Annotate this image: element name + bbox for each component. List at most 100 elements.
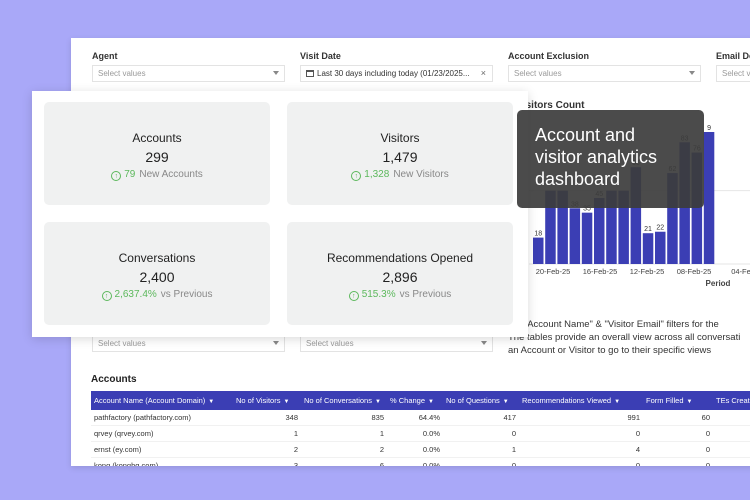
kpi-recommendations-opened: Recommendations Opened 2,896 ↑ 515.3% vs P… [287,222,513,325]
table-cell: 348 [233,410,301,426]
column-header-label: No of Visitors [236,396,281,405]
x-tick-label: 16-Feb-25 [583,267,618,276]
column-header-label: Account Name (Account Domain) [94,396,206,405]
column-header[interactable]: Account Name (Account Domain) ▼ [91,391,233,410]
chart-bar [557,190,568,264]
table-cell: 417 [443,410,519,426]
account-name-filter-placeholder: Select values [98,339,146,348]
bar-value-label: 9 [707,125,711,132]
account-name-filter-select[interactable]: Select values [92,335,285,352]
chart-bar [594,198,605,264]
column-header[interactable]: No of Visitors ▼ [233,391,301,410]
kpi-accounts: Accounts 299 ↑ 79 New Accounts [44,102,270,205]
instructions-text: the "Account Name" & "Visitor Email" fil… [508,318,750,357]
visitor-email-filter-select[interactable]: Select values [300,335,493,352]
kpi-delta-value: 1,328 [364,169,390,180]
overlay-line-1: Account and [535,125,636,145]
chart-bar [569,208,581,264]
table-cell: 0 [713,457,750,466]
column-header[interactable]: TEs Created▼ [713,391,750,410]
table-row[interactable]: kong (konghq.com)360.0%0000 [91,457,750,466]
table-cell: 1 [233,425,301,442]
overlay-line-3: dashboard [535,169,621,189]
column-header[interactable]: % Change ▼ [387,391,443,410]
kpi-delta-text: New Accounts [139,169,203,180]
table-cell: 0 [713,425,750,442]
sort-icon[interactable]: ▼ [208,399,215,405]
chart-bar [655,231,666,264]
agent-filter-label: Agent [92,51,118,61]
visitor-email-filter-placeholder: Select values [306,339,354,348]
email-domain-placeholder: Select v [722,69,750,78]
table-cell: 835 [301,410,387,426]
agent-filter-select[interactable]: Select values [92,65,285,82]
table-cell: 991 [519,410,643,426]
x-axis-title: Period [706,279,731,288]
chart-bar [630,167,642,264]
table-row[interactable]: qrvey (qrvey.com)110.0%0000 [91,425,750,442]
chart-bar [691,152,703,264]
column-header[interactable]: Form Filled ▼ [643,391,713,410]
table-cell: 2 [301,441,387,458]
clear-icon[interactable]: × [480,68,486,78]
table-body: pathfactory (pathfactory.com) 348 835 64.4%… [91,410,750,466]
kpi-delta-value: 79 [124,169,136,180]
kpi-delta-text: vs Previous [160,289,213,300]
table-cell: 0 [713,441,750,458]
table-cell: 0.0% [387,425,443,442]
table-cell: 0 [443,457,519,466]
chart-bar [642,233,654,264]
bar-value-label: 35 [583,206,591,213]
kpi-label: Accounts [132,131,182,145]
table-row[interactable]: pathfactory (pathfactory.com) 348 835 64.4%… [91,410,750,426]
sort-icon[interactable]: ▼ [374,399,381,405]
chevron-down-icon [481,341,487,345]
table-cell: 0 [443,425,519,442]
kpi-label: Recommendations Opened [326,251,474,265]
table-cell: 64.4% [387,410,443,426]
accounts-section-title: Accounts [91,374,137,385]
agent-filter-placeholder: Select values [98,69,146,78]
kpi-delta: ↑ 79 New Accounts [44,169,270,181]
account-exclusion-filter-select[interactable]: Select values [508,65,701,82]
arrow-up-icon: ↑ [351,171,362,181]
kpi-delta-value: 515.3% [361,289,396,300]
bar-value-label: 21 [644,226,652,233]
sort-icon[interactable]: ▼ [686,399,693,405]
chart-bar [533,237,544,264]
kpi-value: 299 [145,149,169,165]
kpi-card: Accounts 299 ↑ 79 New Accounts Visitors 1,… [32,91,528,337]
accounts-table: Account Name (Account Domain) ▼ No of Visi… [91,391,750,466]
table-cell: 6 [301,457,387,466]
kpi-value: 2,400 [139,269,175,285]
column-header-label: No of Questions [446,396,500,405]
chart-bar [606,190,617,264]
sort-icon[interactable]: ▼ [614,399,621,405]
email-domain-filter-select[interactable]: Select v [716,65,750,82]
instructions-line-3: an Account or Visitor to go to their spe… [508,345,712,356]
visit-date-filter-select[interactable]: Last 30 days including today (01/23/2025… [300,65,493,82]
column-header[interactable]: Recommendations Viewed ▼ [519,391,643,410]
x-tick-label: 08-Feb-25 [677,267,712,276]
chart-bar [618,190,629,264]
table-cell: 0 [519,425,643,442]
calendar-icon [306,70,314,77]
table-cell: 0 [643,441,713,458]
sort-icon[interactable]: ▼ [428,399,434,405]
column-header-label: Form Filled [646,396,684,405]
chart-bar [667,173,678,264]
column-header[interactable]: No of Questions ▼ [443,391,519,410]
table-cell: ernst (ey.com) [91,441,233,458]
arrow-up-icon: ↑ [111,171,122,181]
table-header-row: Account Name (Account Domain) ▼ No of Visi… [91,391,750,410]
column-header-label: TEs Created [716,396,750,405]
table-cell: 1 [443,441,519,458]
sort-icon[interactable]: ▼ [283,399,290,405]
sort-icon[interactable]: ▼ [502,399,509,405]
column-header[interactable]: No of Conversations ▼ [301,391,387,410]
chart-bar [703,132,715,264]
table-row[interactable]: ernst (ey.com)220.0%1400 [91,441,750,458]
visit-date-value: Last 30 days including today (01/23/2025… [317,69,470,78]
chevron-down-icon [273,341,279,345]
table-cell: 1 [301,425,387,442]
